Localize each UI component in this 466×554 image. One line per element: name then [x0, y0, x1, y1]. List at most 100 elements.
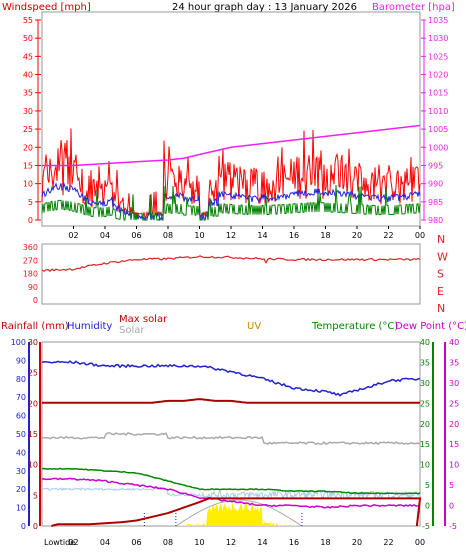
bottom-x-tick: 08 — [163, 538, 173, 547]
humidity-tick: 40 — [16, 448, 26, 457]
max-solar-label: Max solar — [119, 314, 168, 325]
bottom-x-tick: 18 — [320, 538, 330, 547]
wind-x-tick: 08 — [163, 231, 173, 240]
dewpoint-tick: 30 — [449, 379, 459, 388]
dewpoint-tick: 10 — [449, 461, 459, 470]
barometer-tick: 1020 — [428, 71, 448, 80]
barometer-tick: 1010 — [428, 107, 448, 116]
compass-label: E — [437, 285, 444, 298]
rain-tick: 15 — [28, 430, 38, 439]
humidity-tick: 100 — [11, 338, 26, 347]
graph-title: 24 hour graph day : 13 January 2026 — [172, 2, 357, 13]
windspeed-tick: 5 — [28, 198, 33, 207]
barometer-tick: 995 — [428, 161, 443, 170]
compass-label: S — [437, 268, 444, 281]
wind-x-tick: 10 — [194, 231, 204, 240]
dewpoint-tick: -5 — [449, 522, 457, 531]
humidity-tick: 90 — [16, 356, 26, 365]
wind-x-tick: 16 — [289, 231, 299, 240]
rain-tick: 20 — [28, 399, 38, 408]
bottom-x-tick: 12 — [226, 538, 236, 547]
wind-x-tick: 02 — [68, 231, 78, 240]
bottom-x-tick: 00 — [415, 538, 425, 547]
humidity-tick: 20 — [16, 485, 26, 494]
wind-x-tick: 06 — [131, 231, 141, 240]
wind-average-line — [41, 181, 421, 222]
temperature-tick: 25 — [420, 399, 430, 408]
rain-tick: 10 — [28, 461, 38, 470]
bottom-x-tick: 14 — [257, 538, 267, 547]
barometer-tick: 990 — [428, 180, 443, 189]
wind-chill-line — [41, 487, 421, 500]
rain-tick-labels: 30 25 20 15 10 5 0 — [28, 338, 38, 531]
humidity-tick: 10 — [16, 504, 26, 513]
windspeed-tick: 40 — [23, 71, 33, 80]
dewpoint-tick: 40 — [449, 338, 459, 347]
windspeed-tick: 25 — [23, 125, 33, 134]
windspeed-tick: 0 — [28, 216, 33, 225]
solar-area — [175, 501, 302, 526]
humidity-label: Humidity — [67, 321, 112, 332]
dewpoint-tick: 5 — [449, 481, 454, 490]
barometer-tick: 1005 — [428, 125, 448, 134]
windspeed-tick: 45 — [23, 52, 33, 61]
direction-tick: 360 — [23, 243, 38, 252]
wind-x-tick: 18 — [320, 231, 330, 240]
wind-x-tick: 12 — [226, 231, 236, 240]
temperature-tick: 0 — [425, 502, 430, 511]
humidity-tick: 60 — [16, 412, 26, 421]
dewpoint-tick: 20 — [449, 420, 459, 429]
barometer-tick: 985 — [428, 198, 443, 207]
windspeed-tick: 30 — [23, 107, 33, 116]
rain-tick: 0 — [33, 522, 38, 531]
rain-tick: 25 — [28, 369, 38, 378]
barometer-tick: 1035 — [428, 16, 448, 25]
barometer-tick: 1025 — [428, 52, 448, 61]
wind-x-tick-labels: 02 04 06 08 10 12 14 16 18 20 22 00 — [68, 226, 425, 240]
humidity-tick: 70 — [16, 393, 26, 402]
temperature-tick: 30 — [420, 379, 430, 388]
windspeed-tick: 10 — [23, 180, 33, 189]
dewpoint-tick: 15 — [449, 440, 459, 449]
bottom-x-tick: 04 — [100, 538, 110, 547]
humidity-tick: 50 — [16, 430, 26, 439]
humidity-line — [41, 360, 421, 397]
direction-plot-frame — [41, 243, 421, 305]
temperature-tick: 40 — [420, 338, 430, 347]
bottom-x-tick: 16 — [289, 538, 299, 547]
windspeed-tick: 50 — [23, 34, 33, 43]
direction-tick: 0 — [33, 296, 38, 305]
barometer-tick-labels: 1035 1030 1025 1020 1015 1010 1005 1000 995 990 98… — [421, 16, 448, 225]
solar-label: Solar — [119, 325, 145, 336]
dewpoint-tick: 35 — [449, 358, 459, 367]
bottom-x-tick: 02 — [68, 538, 78, 547]
wind-x-tick: 04 — [100, 231, 110, 240]
wind-series — [41, 124, 421, 222]
bottom-series — [41, 360, 422, 527]
dew-point-label: Dew Point (°C) — [395, 321, 466, 332]
rainfall-label: Rainfall (mm) — [1, 321, 69, 332]
lowtide-label: Lowtide — [44, 538, 75, 547]
temperature-tick: 35 — [420, 358, 430, 367]
barometer-tick: 1015 — [428, 89, 448, 98]
temperature-tick: 5 — [425, 481, 430, 490]
dew-point-line — [41, 477, 421, 509]
compass-label: N — [437, 302, 445, 315]
temperature-tick: 10 — [420, 461, 430, 470]
windspeed-axis-title: Windspeed [mph] — [2, 2, 91, 13]
rainfall-line — [51, 497, 422, 527]
wind-x-tick: 22 — [383, 231, 393, 240]
barometer-tick: 1030 — [428, 34, 448, 43]
dewpoint-tick-labels: 40 35 30 25 20 15 10 5 0 -5 — [449, 338, 459, 531]
bottom-x-tick: 10 — [194, 538, 204, 547]
compass-label: N — [437, 233, 445, 246]
rain-tick: 30 — [28, 338, 38, 347]
wind-gust-line — [41, 128, 421, 220]
windspeed-tick: 35 — [23, 89, 33, 98]
max-solar-line — [175, 499, 303, 527]
barometer-tick: 1000 — [428, 143, 448, 152]
